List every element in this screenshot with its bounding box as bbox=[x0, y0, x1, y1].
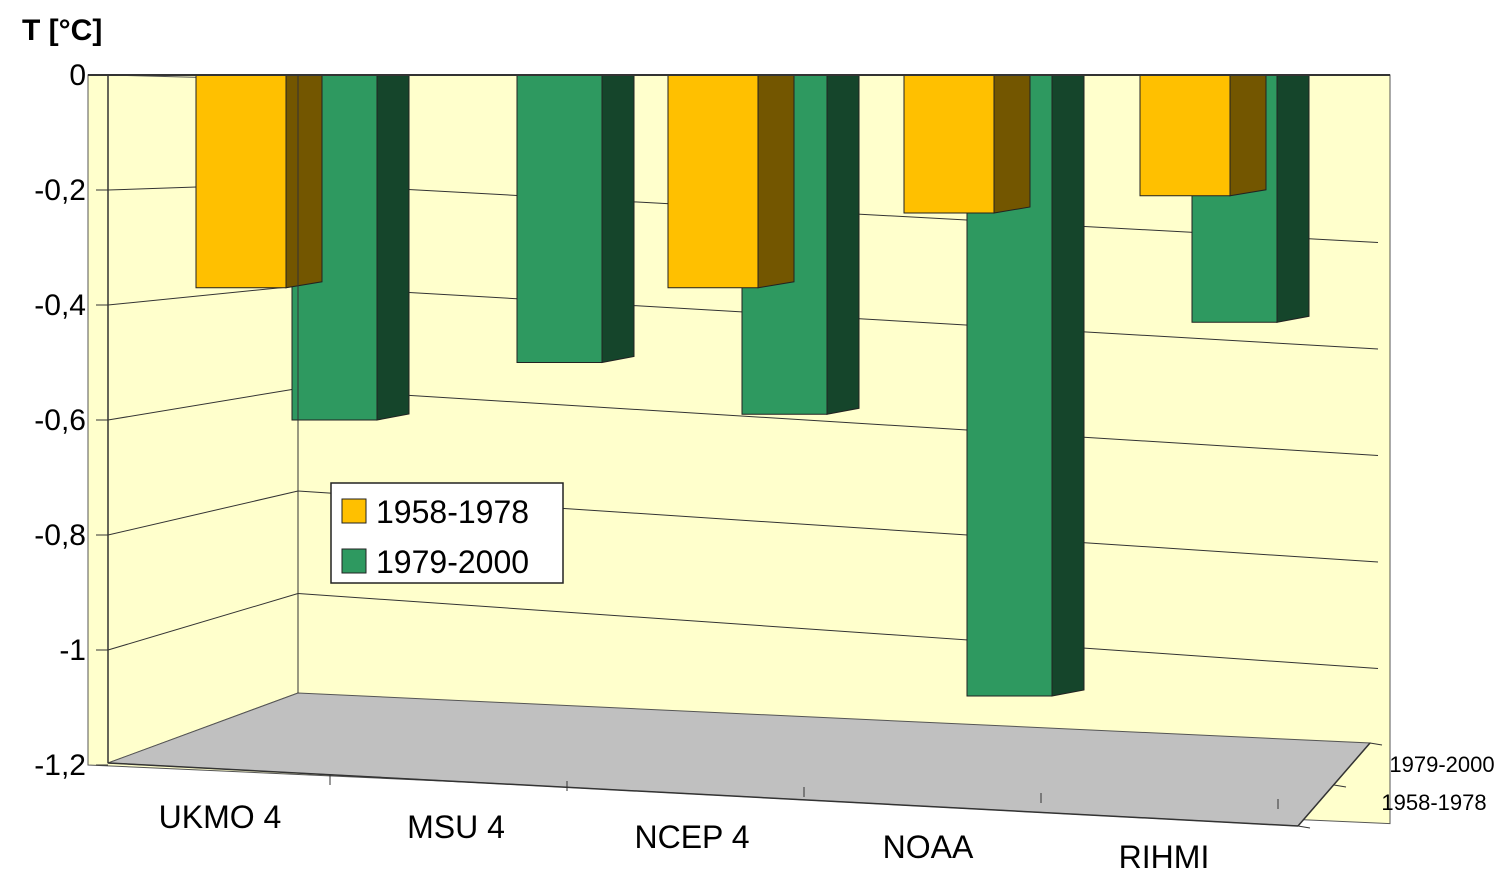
bar-1979-2000-side bbox=[1276, 74, 1310, 323]
bar-1958-1978-side bbox=[1229, 74, 1267, 197]
y-tick-label: -0,8 bbox=[34, 519, 86, 552]
bars bbox=[195, 74, 1310, 697]
gridline-side bbox=[107, 285, 299, 306]
y-tick-label: -0,2 bbox=[34, 174, 86, 207]
bar-1979-2000-side bbox=[826, 74, 860, 415]
bar-1958-1978-side bbox=[757, 74, 795, 289]
x-category-label: UKMO 4 bbox=[159, 799, 282, 835]
gridline-back bbox=[297, 593, 1379, 669]
y-axis-label: T [°C] bbox=[22, 14, 102, 47]
depth-tick-mark bbox=[1369, 742, 1383, 746]
x-category-label: NCEP 4 bbox=[634, 819, 749, 855]
legend-swatch bbox=[341, 498, 367, 524]
gridlines bbox=[107, 183, 1379, 669]
depth-axis-label: 1979-2000 bbox=[1389, 752, 1494, 777]
bar-1958-1978-side bbox=[285, 74, 323, 289]
x-category-label: NOAA bbox=[883, 829, 974, 865]
bar-1979-2000-front bbox=[516, 74, 603, 363]
legend-box bbox=[330, 482, 564, 584]
bar-1979-2000-side bbox=[1051, 74, 1085, 697]
legend: 1958-1978 1979-2000 bbox=[330, 482, 564, 584]
bar-1958-1978-front bbox=[903, 74, 995, 214]
bar-1958-1978-front bbox=[667, 74, 759, 289]
y-tick-label: -1 bbox=[59, 634, 86, 667]
depth-axis-labels: 1979-2000 1958-1978 bbox=[1297, 742, 1495, 829]
axes bbox=[88, 74, 1390, 827]
legend-label: 1958-1978 bbox=[376, 494, 529, 530]
bar-1958-1978-front bbox=[195, 74, 287, 289]
depth-tick-mark bbox=[1297, 825, 1311, 829]
gridline-side bbox=[107, 490, 299, 536]
bar-1958-1978-side bbox=[993, 74, 1031, 214]
legend-swatch bbox=[341, 548, 367, 574]
depth-tick-mark bbox=[1333, 784, 1347, 788]
gridline-back bbox=[297, 388, 1379, 456]
depth-axis bbox=[1297, 742, 1371, 827]
gridline-side bbox=[107, 388, 299, 421]
y-tick-label: 0 bbox=[69, 59, 86, 92]
y-tick-label: -0,6 bbox=[34, 404, 86, 437]
x-axis bbox=[107, 762, 1299, 827]
legend-label: 1979-2000 bbox=[376, 544, 529, 580]
y-tick-label: -1,2 bbox=[34, 749, 86, 782]
x-category-label: MSU 4 bbox=[407, 809, 505, 845]
depth-axis-label: 1958-1978 bbox=[1381, 790, 1486, 815]
bar-1958-1978-front bbox=[1139, 74, 1231, 197]
x-category-labels: UKMO 4 MSU 4 NCEP 4 NOAA RIHMI bbox=[159, 775, 1279, 875]
y-tick-labels: 0 -0,2 -0,4 -0,6 -0,8 -1 -1,2 bbox=[34, 59, 108, 782]
gridline-side bbox=[107, 593, 299, 651]
bar-1979-2000-side bbox=[601, 74, 635, 364]
y-tick-label: -0,4 bbox=[34, 289, 86, 322]
bar-1979-2000-side bbox=[376, 74, 410, 421]
x-category-label: RIHMI bbox=[1119, 839, 1210, 875]
